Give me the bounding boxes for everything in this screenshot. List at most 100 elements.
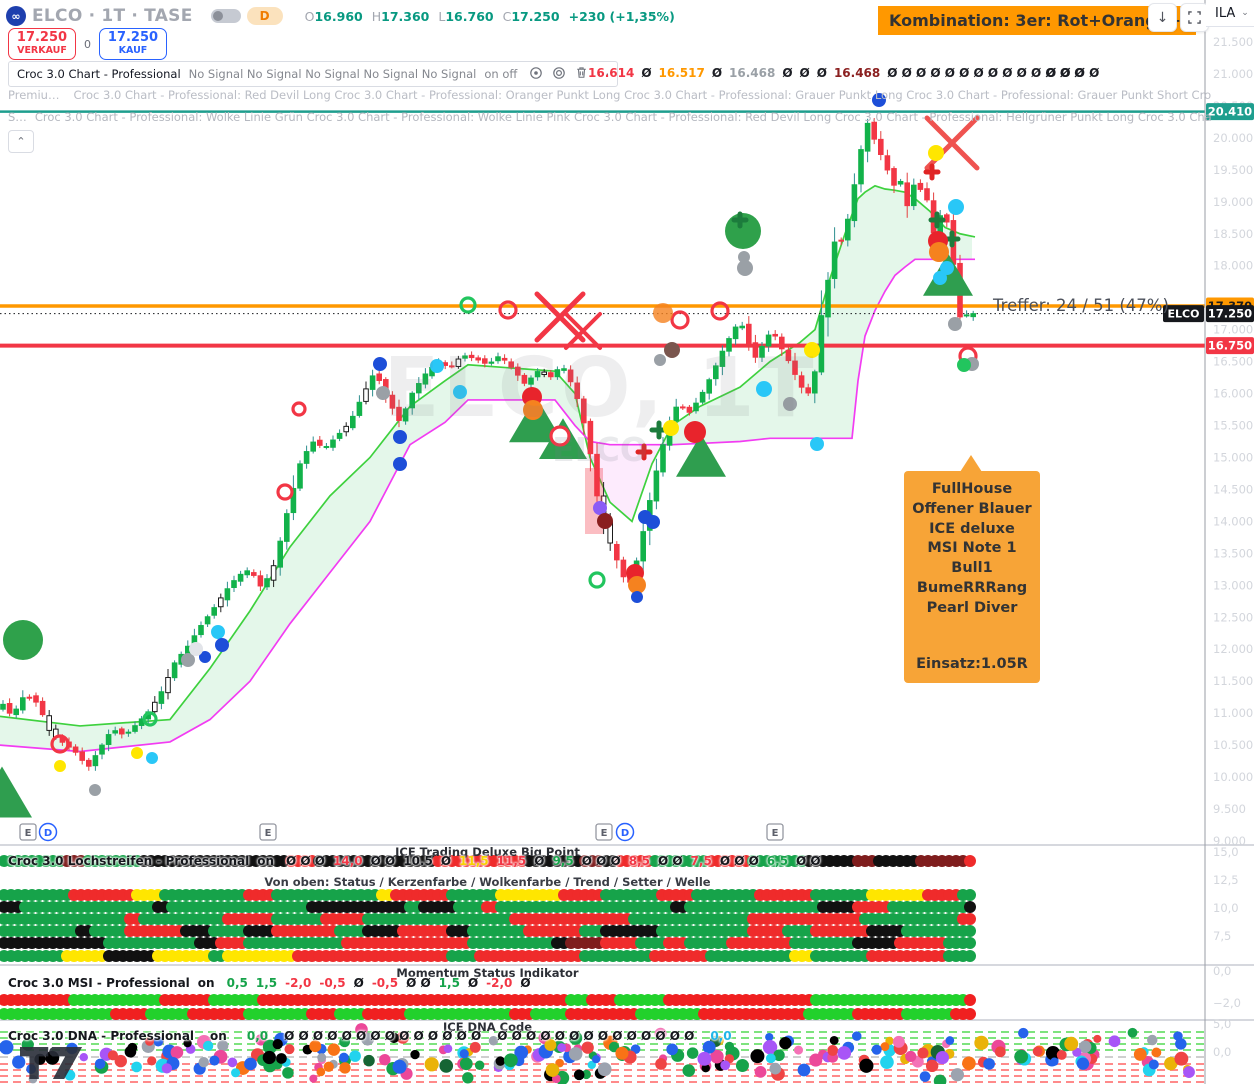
- panel3-title: ICE DNA Code: [442, 1020, 533, 1034]
- dna-dot: [686, 1047, 699, 1059]
- dna-dot: [750, 1049, 765, 1064]
- plus-marker: [731, 211, 749, 229]
- earnings-badge[interactable]: [766, 823, 784, 841]
- dna-dot: [925, 1059, 939, 1073]
- delete-icon[interactable]: [575, 66, 588, 82]
- dna-dot: [587, 1060, 596, 1070]
- callout-line: Bull1: [951, 560, 993, 577]
- earnings-badge[interactable]: [595, 823, 613, 841]
- symbol-logo-icon[interactable]: ∞: [6, 6, 26, 26]
- indicator-legend-main[interactable]: Croc 3.0 Chart - Professional No Signal …: [8, 61, 619, 87]
- price-tick: 13.000: [1213, 578, 1253, 592]
- dna-dot: [396, 1031, 409, 1044]
- legend-value: Ø Ø: [657, 854, 683, 868]
- dna-dot: [568, 1047, 583, 1061]
- ring-marker: [291, 401, 307, 417]
- panel-tick: 0,0: [1213, 1045, 1231, 1059]
- dna-dot: [871, 1044, 882, 1055]
- visibility-icon[interactable]: [529, 66, 543, 83]
- dna-dot: [701, 1063, 710, 1073]
- dna-dot: [545, 1063, 560, 1077]
- indicator-legend-row3[interactable]: S… Croc 3.0 Chart - Professional: Wolke L…: [8, 110, 1212, 124]
- dot-marker: [453, 385, 467, 399]
- dna-dot: [793, 1045, 804, 1055]
- settings-icon[interactable]: [552, 66, 566, 83]
- dna-dot: [474, 1060, 485, 1071]
- dividend-badge[interactable]: D: [246, 7, 283, 25]
- price-tick: 14.000: [1213, 514, 1253, 528]
- dot-marker: [737, 260, 753, 276]
- buy-price: 17.250: [107, 30, 159, 45]
- panel1-legend[interactable]: Croc 3.0 Lochstreifen - Professional on Ø …: [8, 854, 821, 868]
- dna-dot: [1045, 1046, 1061, 1061]
- earnings-badge[interactable]: [19, 823, 37, 841]
- panel2-legend[interactable]: Croc 3.0 MSI - Professional on 0,5 1,5 -2,0-…: [8, 976, 531, 990]
- dot-marker: [376, 386, 390, 400]
- fullscreen-button[interactable]: [1180, 3, 1209, 32]
- dot-marker: [783, 397, 797, 411]
- ring-marker: [670, 310, 690, 330]
- buy-label: KAUF: [118, 45, 148, 56]
- dna-dot: [439, 1059, 454, 1073]
- legend-value: 1,5: [438, 976, 460, 990]
- dna-dot: [666, 1043, 678, 1056]
- dna-dot: [114, 1054, 127, 1068]
- dna-dot: [1050, 1057, 1059, 1066]
- callout-footer: Einsatz:1.05R: [916, 656, 1028, 672]
- legend-collapse-button[interactable]: ⌃: [8, 130, 34, 153]
- panel-tick: 15,0: [1213, 845, 1239, 859]
- dna-dot: [697, 1051, 712, 1066]
- earnings-badge[interactable]: [259, 823, 277, 841]
- dna-dot: [933, 1074, 947, 1084]
- buy-button[interactable]: 17.250 KAUF: [99, 28, 167, 60]
- sell-price: 17.250: [16, 30, 68, 45]
- dna-dot: [327, 1043, 341, 1056]
- dot-marker: [393, 430, 407, 444]
- symbol-name[interactable]: ELCO: [32, 6, 83, 26]
- chart-toggle-switch[interactable]: [210, 9, 241, 23]
- bigpoint-strip-row-3: [0, 913, 976, 925]
- svg-text:17.250: 17.250: [1208, 307, 1252, 321]
- price-level-badge: [1206, 305, 1254, 323]
- callout-line: FullHouse: [931, 481, 1013, 497]
- dna-dot: [316, 1067, 326, 1077]
- tradingview-logo[interactable]: [20, 1046, 84, 1084]
- bigpoint-strip-row-4: [0, 925, 976, 937]
- dividend-badge-marker[interactable]: [615, 822, 635, 842]
- price-axis[interactable]: 21.50021.00020.50020.00019.50019.00018.5…: [1213, 35, 1253, 1059]
- plus-marker: [928, 211, 946, 229]
- dna-dot: [488, 1036, 499, 1046]
- panel3-legend[interactable]: Croc 3.0 DNA - Professional on 0,0 Ø Ø Ø Ø …: [8, 1029, 732, 1043]
- dot-marker: [872, 93, 886, 107]
- open-value: 16.960: [314, 8, 363, 24]
- interval-selector[interactable]: 1T: [101, 6, 126, 26]
- svg-text:ELCO: ELCO: [1168, 308, 1200, 321]
- dna-dot: [282, 1067, 294, 1079]
- dot-marker: [957, 358, 971, 372]
- dna-dot: [217, 1040, 229, 1052]
- dna-dot: [514, 1045, 529, 1060]
- dna-dot: [459, 1057, 473, 1071]
- price-scale-mode-dropdown[interactable]: ILA ⌄: [1206, 0, 1254, 27]
- dot-marker: [211, 625, 225, 639]
- dna-dot: [284, 1044, 295, 1055]
- dot-marker: [948, 199, 964, 215]
- dna-panel: [0, 1023, 1205, 1084]
- download-button[interactable]: ↓: [1148, 3, 1177, 32]
- dividend-badge-marker[interactable]: [38, 822, 58, 842]
- dna-dot: [1175, 1038, 1187, 1050]
- dna-dot: [1127, 1027, 1138, 1038]
- dna-dot: [198, 1057, 209, 1068]
- panel-tick: 5,0: [1213, 1017, 1231, 1031]
- symbol-price-tag: [1163, 305, 1204, 323]
- dna-dot: [682, 1064, 696, 1077]
- dna-dot: [170, 1046, 184, 1059]
- panel-legend-name: Croc 3.0 Lochstreifen - Professional: [8, 854, 250, 868]
- dna-dot: [974, 1035, 989, 1050]
- dot-marker: [181, 653, 195, 667]
- more-icon[interactable]: ⋯: [597, 67, 610, 81]
- indicator-legend-row2[interactable]: Premiu… Croc 3.0 Chart - Professional: Re…: [8, 88, 1211, 102]
- sell-button[interactable]: 17.250 VERKAUF: [8, 28, 76, 60]
- dot-marker: [393, 457, 407, 471]
